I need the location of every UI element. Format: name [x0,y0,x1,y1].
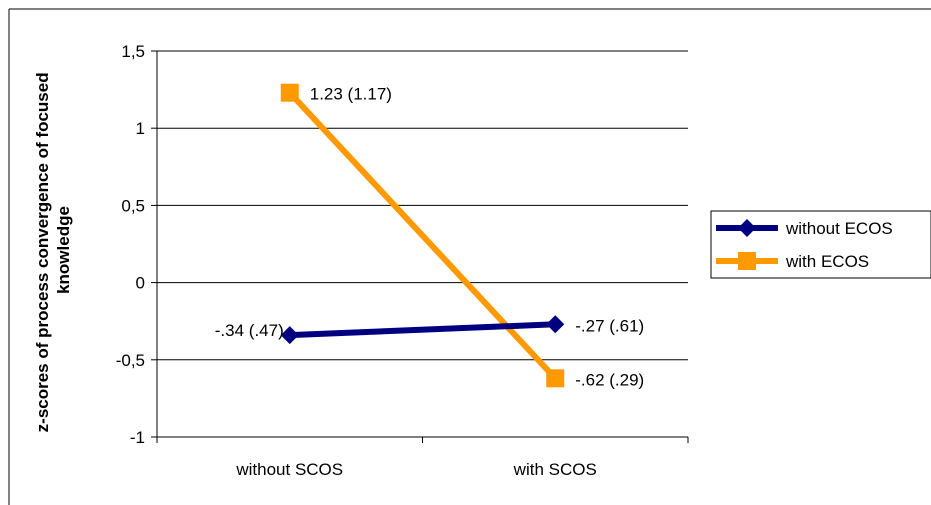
x-tick-label: without SCOS [235,460,343,479]
legend: without ECOS with ECOS [710,210,931,279]
diamond-marker [546,315,565,334]
data-label: -.34 (.47) [215,321,284,340]
x-tick-labels: without SCOS with SCOS [235,460,596,479]
square-marker [738,252,756,270]
y-axis-title-line-2: knowledge [54,206,73,294]
diamond-marker [738,219,756,237]
y-tick-label: 0 [136,274,145,293]
y-axis-title: z-scores of process convergence of focus… [33,68,73,433]
series-line [287,90,558,381]
y-tick-label: 1,5 [121,42,145,61]
data-labels: -.34 (.47) -.27 (.61) 1.23 (1.17) -.62 (.29… [215,85,644,390]
series-line [289,321,556,339]
gridlines [151,50,688,438]
y-tick-labels: 1,5 1 0,5 0 -0,5 -1 [116,42,145,447]
square-marker [546,369,565,388]
square-marker [280,83,299,102]
legend-label: with ECOS [785,252,869,271]
y-tick-label: -1 [130,428,145,447]
series-lines [280,83,565,388]
axes [156,51,689,443]
data-label: 1.23 (1.17) [310,85,392,104]
y-tick-label: 1 [136,119,145,138]
y-tick-label: -0,5 [116,351,145,370]
y-tick-label: 0,5 [121,196,145,215]
data-label: -.62 (.29) [575,370,644,389]
diamond-marker [280,326,299,345]
y-axis-title-line-1: z-scores of process convergence of focus… [33,72,52,432]
data-label: -.27 (.61) [575,316,644,335]
legend-label: without ECOS [785,219,893,238]
x-tick-label: with SCOS [513,460,597,479]
